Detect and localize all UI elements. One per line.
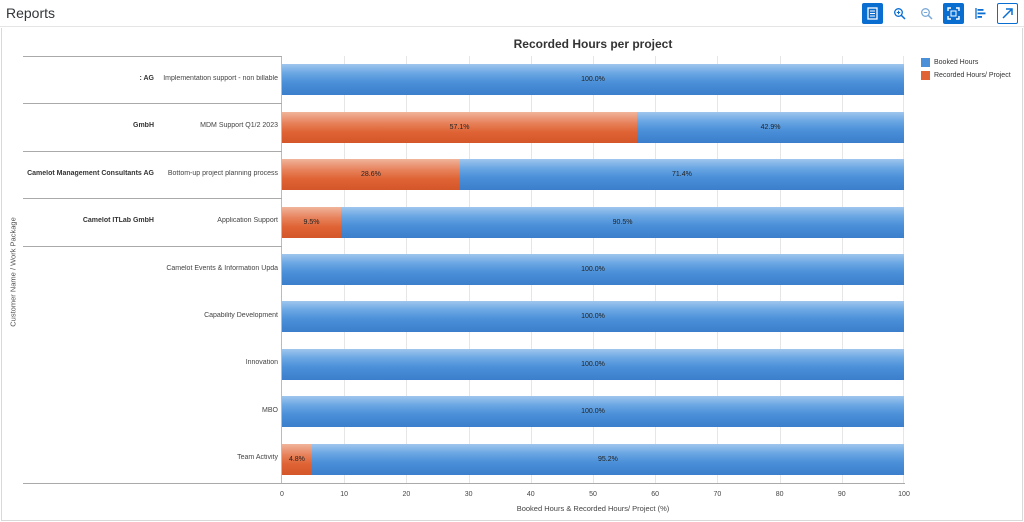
- plot-area: 100.0% 57.1% 42.9% 28.6% 71.4% 9.5% 90.5% 100.0…: [282, 56, 904, 483]
- bar-booked[interactable]: 90.5%: [341, 206, 904, 238]
- legend-toggle-button[interactable]: [970, 3, 991, 24]
- data-label: 90.5%: [612, 218, 633, 226]
- bar-recorded[interactable]: 4.8%: [282, 443, 312, 475]
- y-axis-title: Customer Name / Work Package: [8, 217, 18, 327]
- x-tick-label: 50: [589, 491, 597, 498]
- bar-recorded[interactable]: 57.1%: [282, 111, 638, 143]
- data-label: 95.2%: [597, 455, 618, 463]
- category-label: Bottom-up project planning process: [167, 169, 278, 177]
- table-view-button[interactable]: [862, 3, 883, 24]
- legend-icon: [975, 8, 986, 19]
- bar-booked[interactable]: 100.0%: [282, 301, 904, 333]
- category-label: Capability Development: [204, 311, 278, 319]
- category-label: Innovation: [245, 359, 278, 367]
- customer-label: : AG: [139, 74, 154, 82]
- customer-separator: [23, 198, 282, 200]
- x-tick-label: 60: [651, 491, 660, 498]
- bar-booked[interactable]: 100.0%: [282, 64, 904, 96]
- open-external-button[interactable]: [997, 3, 1018, 24]
- data-label: 71.4%: [672, 171, 692, 179]
- x-axis-title: Booked Hours & Recorded Hours/ Project (…: [516, 504, 670, 513]
- data-label: 9.5%: [303, 218, 320, 226]
- x-tick-label: 20: [402, 491, 411, 498]
- data-label: 100.0%: [581, 360, 605, 368]
- data-label: 4.8%: [288, 455, 305, 463]
- zoom-in-button[interactable]: [889, 3, 910, 24]
- x-tick-label: 0: [280, 491, 284, 498]
- data-label: 57.1%: [449, 123, 470, 131]
- fullscreen-icon: [947, 7, 960, 20]
- open-external-icon: [1002, 8, 1013, 19]
- bar-booked[interactable]: 71.4%: [459, 159, 904, 191]
- customer-separator: [23, 245, 282, 247]
- bar-booked[interactable]: 100.0%: [282, 348, 904, 380]
- customer-separator: [23, 150, 282, 152]
- table-icon: [867, 7, 878, 20]
- data-label: 28.6%: [361, 171, 381, 179]
- customer-separator: [23, 56, 282, 57]
- bar-booked[interactable]: 100.0%: [282, 396, 904, 428]
- x-tick-label: 90: [837, 491, 846, 498]
- fullscreen-button[interactable]: [943, 3, 964, 24]
- legend-swatch: [921, 58, 930, 67]
- chart-legend: Booked Hours Recorded Hours/ Project: [921, 58, 1011, 84]
- data-label: 100.0%: [581, 76, 605, 84]
- category-label: MBO: [262, 406, 278, 414]
- x-tick-label: 100: [898, 491, 910, 498]
- x-tick-label: 80: [775, 491, 784, 498]
- legend-swatch: [921, 71, 930, 80]
- bar-recorded[interactable]: 28.6%: [282, 159, 460, 191]
- x-tick-label: 10: [340, 491, 349, 498]
- chart-title: Recorded Hours per project: [513, 37, 673, 51]
- legend-item[interactable]: Booked Hours: [921, 58, 1011, 67]
- legend-label: Booked Hours: [934, 59, 979, 66]
- y-axis-line: [281, 56, 282, 483]
- chart-frame: [1, 28, 1023, 521]
- customer-separator: [23, 103, 282, 105]
- bar-recorded[interactable]: 9.5%: [282, 206, 342, 238]
- zoom-out-icon: [921, 8, 933, 20]
- page-title: Reports: [6, 5, 56, 21]
- zoom-out-button[interactable]: [916, 3, 937, 24]
- customer-label: GmbH: [133, 122, 154, 130]
- data-label: 42.9%: [760, 123, 781, 131]
- data-label: 100.0%: [581, 408, 605, 416]
- bar-booked[interactable]: 100.0%: [282, 254, 904, 285]
- x-axis-line: [23, 483, 905, 484]
- bar-booked[interactable]: 42.9%: [637, 111, 904, 143]
- category-label: MDM Support Q1/2 2023: [200, 122, 278, 130]
- x-tick-label: 30: [464, 491, 473, 498]
- category-label: Implementation support - non billable: [163, 74, 278, 82]
- bar-booked[interactable]: 95.2%: [311, 443, 904, 475]
- customer-label: Camelot Management Consultants AG: [27, 169, 154, 177]
- category-label: Application Support: [217, 217, 278, 225]
- app-header: Reports: [0, 0, 1024, 27]
- customer-label: Camelot ITLab GmbH: [82, 217, 154, 225]
- legend-item[interactable]: Recorded Hours/ Project: [921, 71, 1011, 80]
- category-label: Camelot Events & Information Upda: [166, 264, 278, 272]
- category-label: Team Activity: [237, 454, 278, 462]
- legend-label: Recorded Hours/ Project: [934, 72, 1011, 79]
- x-tick-label: 70: [713, 491, 722, 498]
- data-label: 100.0%: [581, 313, 605, 321]
- chart-toolbar: [862, 3, 1018, 24]
- x-tick-label: 40: [526, 491, 535, 498]
- data-label: 100.0%: [581, 266, 605, 273]
- zoom-in-icon: [894, 8, 906, 20]
